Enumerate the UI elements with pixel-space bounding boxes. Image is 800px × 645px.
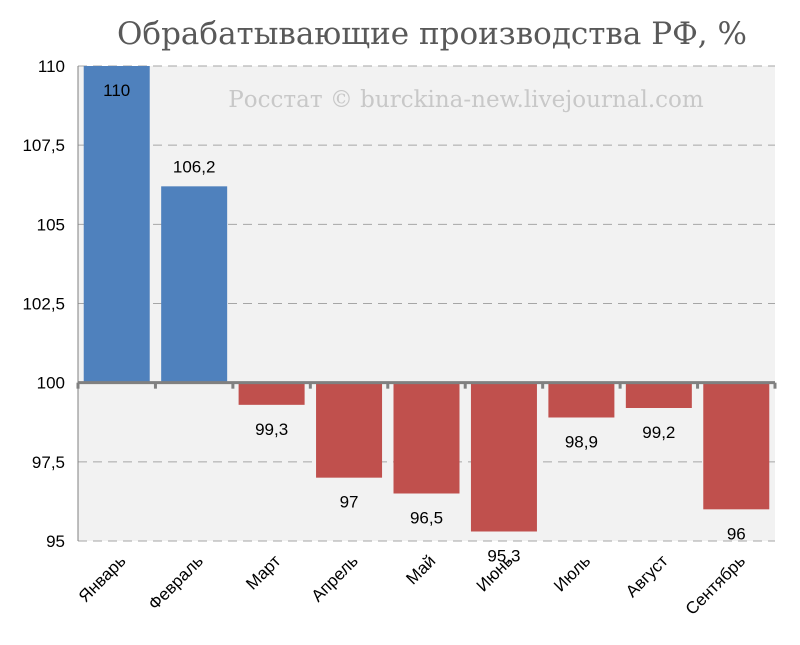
- bar: [316, 382, 383, 478]
- bar: [83, 66, 150, 383]
- y-tick-label: 100: [37, 374, 65, 393]
- x-tick-label: Февраль: [145, 551, 207, 613]
- x-tick-label: Апрель: [308, 551, 362, 605]
- bar: [161, 186, 228, 383]
- data-label: 96: [727, 524, 746, 543]
- data-label: 96,5: [410, 509, 443, 528]
- y-tick-label: 102,5: [22, 295, 65, 314]
- data-label: 98,9: [565, 433, 598, 452]
- bar: [703, 382, 770, 510]
- y-tick-label: 107,5: [22, 136, 65, 155]
- data-label: 95,3: [487, 547, 520, 566]
- data-label: 97: [340, 493, 359, 512]
- watermark-text: Росстат © burckina-new.livejournal.com: [228, 87, 704, 113]
- chart-title: Обрабатывающие производства РФ, %: [117, 16, 747, 52]
- x-tick-label: Сентябрь: [682, 551, 749, 618]
- x-tick-label: Август: [622, 551, 672, 601]
- bar: [548, 382, 615, 418]
- bars: [83, 66, 770, 532]
- bar: [625, 382, 692, 408]
- data-label: 106,2: [173, 157, 216, 176]
- y-tick-label: 110: [38, 57, 65, 76]
- data-label: 99,2: [642, 423, 675, 442]
- bar: [393, 382, 460, 494]
- data-label: 110: [103, 81, 130, 100]
- data-label: 99,3: [255, 420, 288, 439]
- y-tick-label: 95: [46, 532, 65, 551]
- x-tick-label: Март: [242, 551, 284, 593]
- axes: [76, 66, 777, 541]
- x-tick-label: Май: [402, 551, 439, 588]
- y-tick-label: 97,5: [32, 453, 65, 472]
- bar: [238, 382, 305, 405]
- bar: [470, 382, 537, 532]
- x-tick-label: Январь: [75, 551, 130, 606]
- y-tick-label: 105: [37, 215, 65, 234]
- x-tick-label: Июль: [550, 551, 594, 595]
